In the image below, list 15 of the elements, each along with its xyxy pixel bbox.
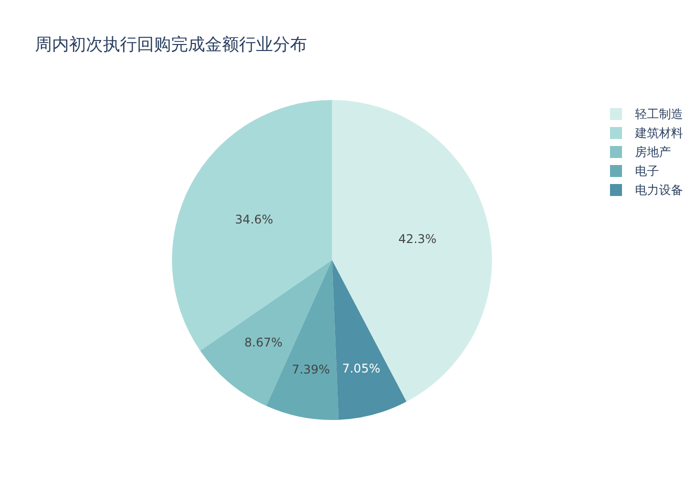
data-label: 8.67% [244,335,283,350]
legend-label: 建筑材料 [634,126,683,140]
chart-title: 周内初次执行回购完成金额行业分布 [35,35,307,55]
data-label: 34.6% [235,212,274,226]
pie-slice [200,260,332,406]
data-label: 42.3% [398,232,436,246]
data-label: 7.39% [292,362,330,376]
pie-slice [332,260,406,420]
pie-slice [332,100,492,402]
legend-label: 房地产 [635,145,671,160]
legend-label: 电力设备 [635,183,683,198]
legend-label: 电子 [635,164,659,178]
legend-label: 轻工制造 [635,107,683,122]
data-label: 7.05% [342,362,380,376]
pie-slice [172,100,332,351]
